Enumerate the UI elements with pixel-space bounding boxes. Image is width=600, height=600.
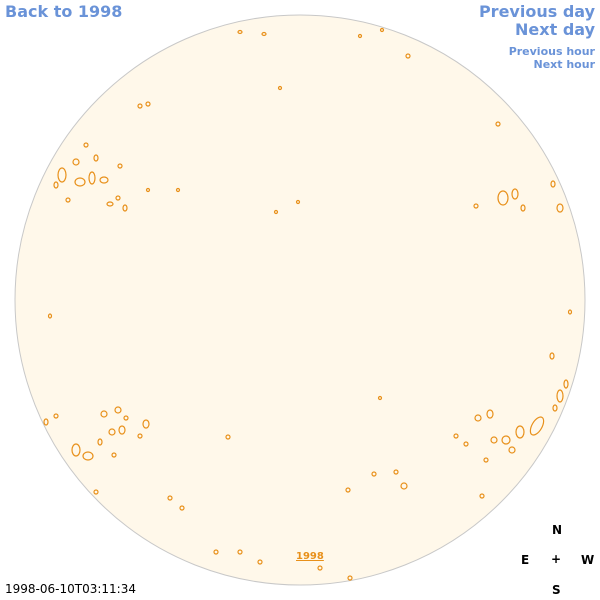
year-link[interactable]: 1998 [296,551,324,562]
solar-disk [14,14,586,586]
previous-hour-link[interactable]: Previous hour [508,45,595,58]
observation-timestamp: 1998-06-10T03:11:34 [5,582,136,596]
next-day-link[interactable]: Next day [515,20,595,39]
previous-day-link[interactable]: Previous day [478,2,595,21]
compass-center-icon: + [551,552,562,566]
back-to-year-link[interactable]: Back to 1998 [5,2,123,21]
compass-north-label: N [552,523,563,537]
compass-east-label: E [521,553,530,567]
next-hour-link[interactable]: Next hour [533,58,596,71]
compass-south-label: S [552,583,561,597]
active-region-contours [43,27,573,581]
compass-west-label: W [581,553,595,567]
